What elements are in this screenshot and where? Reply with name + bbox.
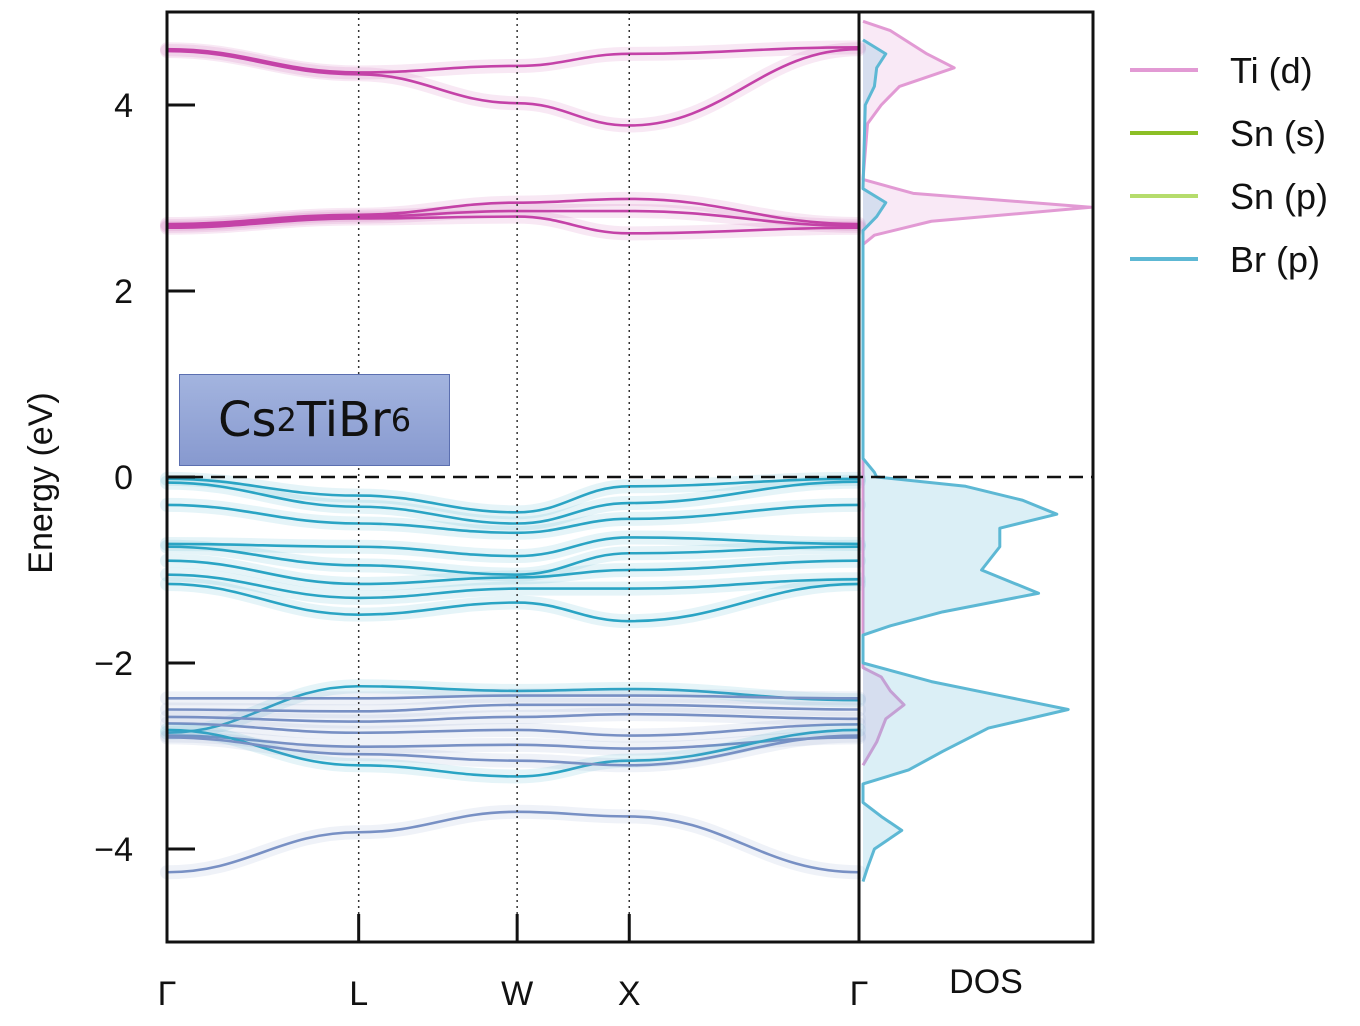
material-label: Cs 2 TiBr 6 bbox=[179, 374, 450, 466]
dos-curve-2 bbox=[861, 38, 1070, 883]
legend: Ti (d) Sn (s) Sn (p) Br (p) bbox=[1130, 50, 1328, 280]
band-line-8 bbox=[166, 503, 860, 535]
kpoint-label: W bbox=[501, 975, 533, 1013]
dos-curves bbox=[861, 19, 1093, 883]
material-subscript-6: 6 bbox=[390, 401, 412, 439]
y-tick-label: 2 bbox=[114, 273, 133, 311]
material-subscript-2: 2 bbox=[276, 401, 297, 439]
kpoint-label: L bbox=[349, 975, 368, 1013]
y-tick-label: −2 bbox=[94, 645, 133, 683]
band-line-18 bbox=[166, 722, 860, 737]
y-tick-label: 0 bbox=[114, 459, 133, 497]
dos-label: DOS bbox=[949, 963, 1023, 1001]
band-line-17 bbox=[166, 712, 860, 723]
band-glow bbox=[160, 804, 866, 880]
band-line-9 bbox=[166, 536, 860, 558]
legend-label: Sn (s) bbox=[1230, 113, 1326, 154]
band-line-6 bbox=[166, 477, 860, 514]
legend-label: Br (p) bbox=[1230, 239, 1320, 280]
legend-label: Sn (p) bbox=[1230, 176, 1328, 217]
material-element-tibr: TiBr bbox=[296, 392, 391, 448]
material-element-cs: Cs bbox=[217, 392, 277, 448]
y-tick-label: −4 bbox=[94, 831, 133, 869]
legend-label: Ti (d) bbox=[1230, 50, 1313, 91]
band-line-15 bbox=[166, 694, 860, 700]
dos-curve-1 bbox=[861, 19, 1093, 767]
band-line-13 bbox=[166, 582, 860, 623]
dos-fill-1 bbox=[863, 21, 1091, 766]
kpoint-label: Γ bbox=[850, 975, 869, 1013]
kpoint-label: X bbox=[618, 975, 641, 1013]
band-line-21 bbox=[166, 734, 860, 767]
kpoint-label: Γ bbox=[158, 975, 177, 1013]
band-line-1 bbox=[166, 46, 860, 74]
y-axis-title: Energy (eV) bbox=[22, 392, 60, 573]
dos-fill-2 bbox=[863, 39, 1069, 882]
band-line-16 bbox=[166, 703, 860, 713]
axes: 4 2 0 −2 −4 Γ L W X Γ DOS Energy (eV) bbox=[22, 10, 1095, 1013]
band-line-10 bbox=[166, 545, 860, 576]
y-tick-label: 4 bbox=[114, 87, 133, 125]
band-line-20 bbox=[166, 728, 860, 778]
dos-panel-frame bbox=[857, 10, 1095, 944]
band-line-3 bbox=[166, 197, 860, 226]
